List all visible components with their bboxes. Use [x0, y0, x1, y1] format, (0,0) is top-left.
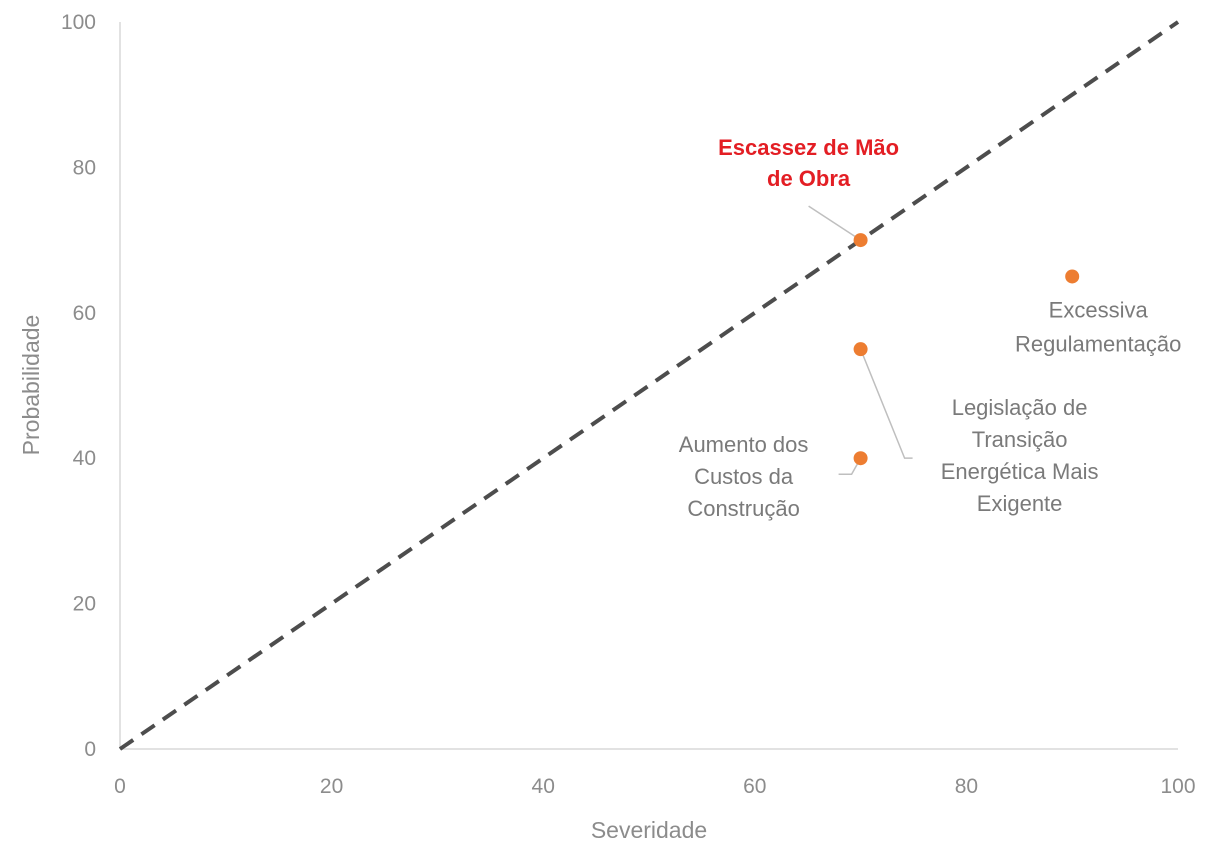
scatter-point	[1065, 269, 1080, 284]
reference-diagonal-line	[118, 20, 1180, 751]
leader-line	[859, 348, 913, 459]
y-tick-label: 20	[73, 593, 96, 616]
scatter-point	[853, 233, 868, 248]
point-label-line: Custos da	[694, 464, 794, 489]
scatter-point	[853, 342, 868, 357]
point-label-line: Construção	[687, 496, 800, 521]
point-label: Legislação de Transição Energética Mais Exi…	[941, 395, 1099, 516]
point-label-line: Excessiva	[1049, 297, 1149, 322]
x-tick-label: 40	[532, 775, 555, 798]
point-label-line: Exigente	[977, 491, 1063, 516]
leader-line	[808, 205, 862, 241]
point-label-line: Aumento dos	[679, 432, 809, 457]
point-label-line: de Obra	[767, 166, 851, 191]
y-tick-label: 40	[73, 447, 96, 470]
point-label-line: Energética Mais	[941, 459, 1099, 484]
y-tick-label: 80	[73, 156, 96, 179]
scatter-point	[853, 451, 868, 466]
x-tick-label: 60	[743, 775, 766, 798]
y-tick-label: 100	[61, 11, 96, 34]
y-axis-title: Probabilidade	[18, 315, 44, 456]
x-tick-labels: 0 20 40 60 80 100	[114, 775, 1195, 798]
point-label-line: Transição	[972, 427, 1068, 452]
x-tick-label: 20	[320, 775, 343, 798]
y-tick-label: 60	[73, 302, 96, 325]
x-tick-label: 0	[114, 775, 126, 798]
point-label: Aumento dos Custos da Construção	[679, 432, 809, 521]
data-points	[853, 233, 1080, 466]
x-axis-title: Severidade	[591, 817, 707, 842]
y-tick-labels: 0 20 40 60 80 100	[61, 11, 96, 761]
y-tick-label: 0	[84, 738, 96, 761]
point-label-line: Legislação de	[952, 395, 1088, 420]
point-label-line: Escassez de Mão	[718, 135, 899, 160]
point-labels: Escassez de Mão de Obra Excessiva Regulamen…	[679, 135, 1182, 521]
x-tick-label: 100	[1160, 775, 1195, 798]
point-label-line: Regulamentação	[1015, 331, 1181, 356]
point-label: Excessiva Regulamentação	[1015, 297, 1181, 356]
point-label: Escassez de Mão de Obra	[718, 135, 899, 191]
x-tick-label: 80	[955, 775, 978, 798]
